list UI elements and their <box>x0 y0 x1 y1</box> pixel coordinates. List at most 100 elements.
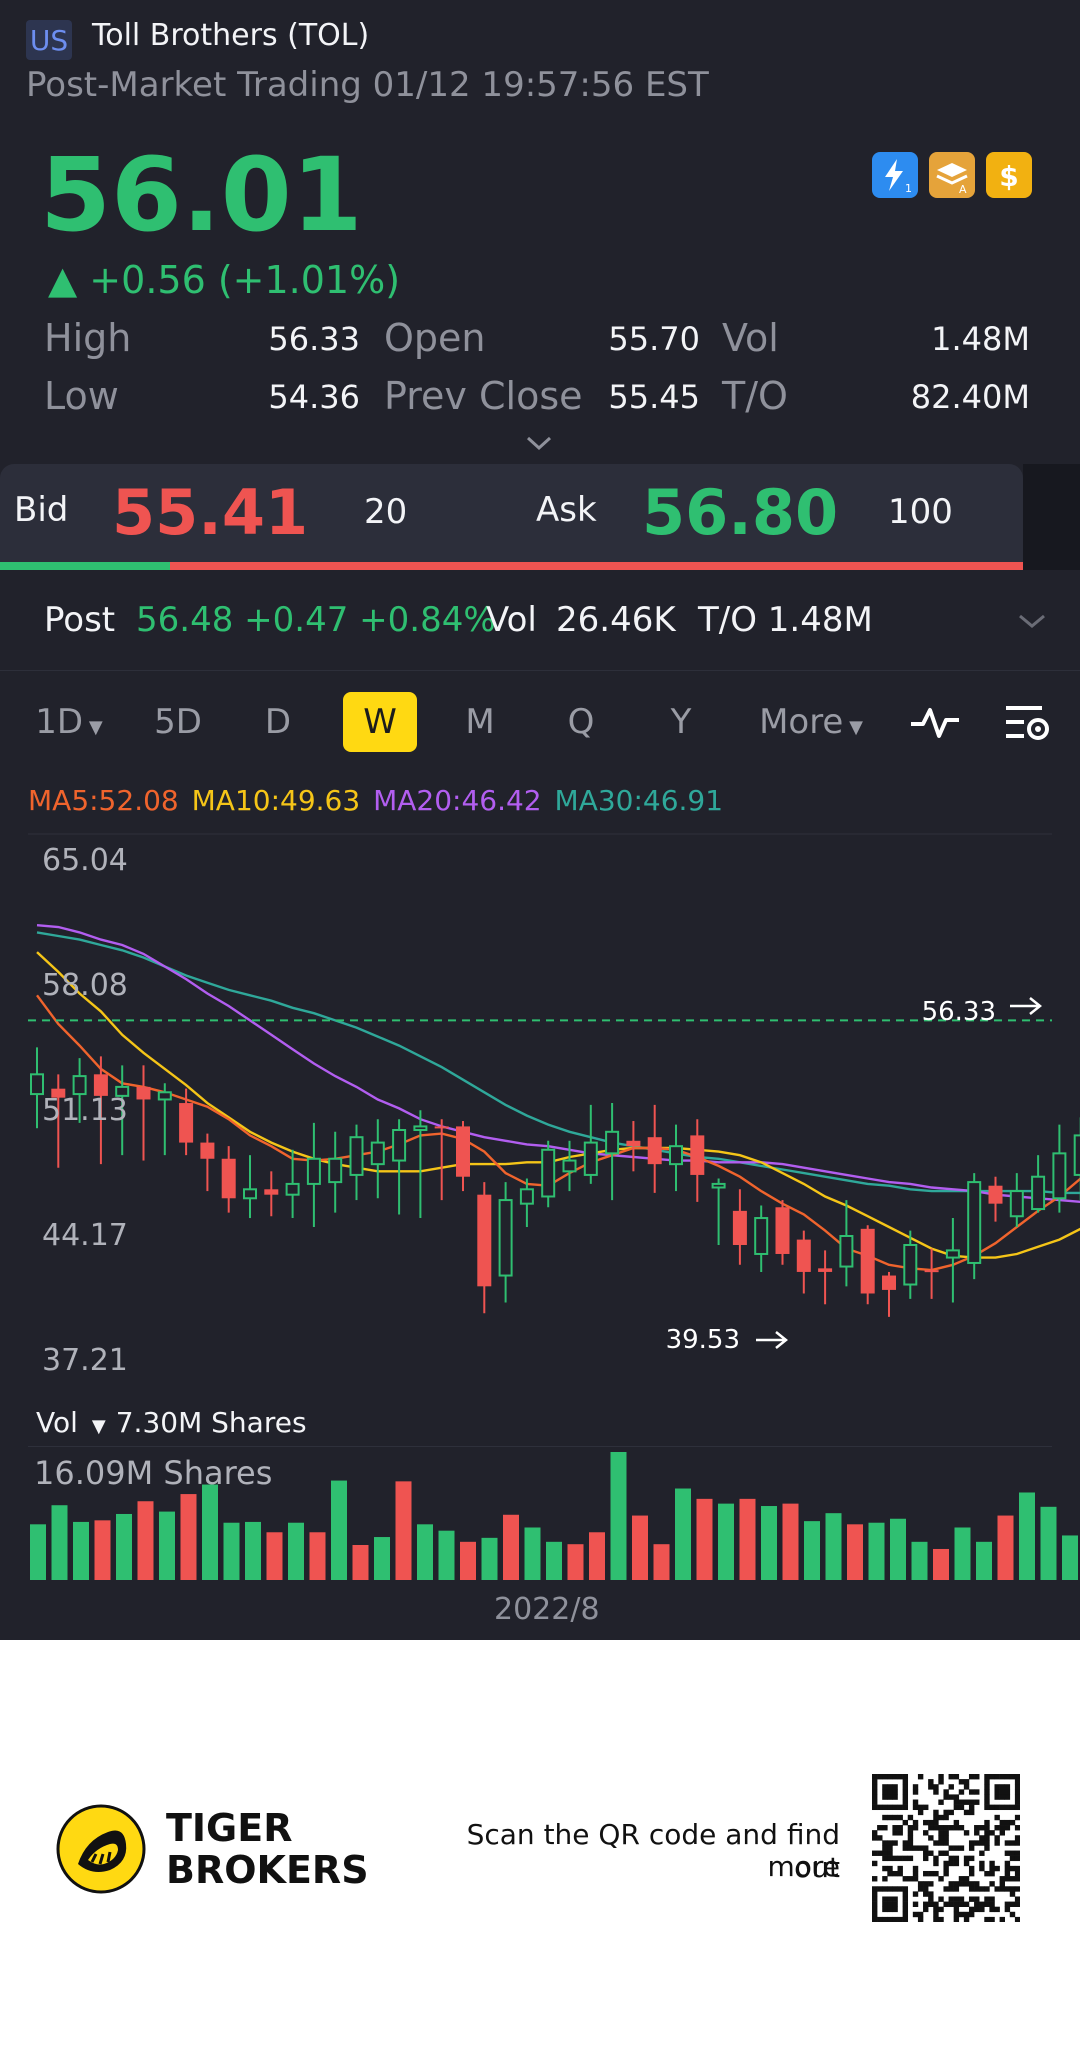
ma20-label: MA20:46.42 <box>373 784 542 817</box>
ask-price: 56.80 <box>642 476 839 549</box>
candle-body <box>243 1188 257 1200</box>
dollar-icon[interactable]: $ <box>986 152 1032 198</box>
price-chart[interactable]: 65.04 58.08 51.13 44.17 37.21 56.33 39.5… <box>0 830 1080 1390</box>
stat-prevclose-value: 55.45 <box>608 378 700 416</box>
candle-body <box>860 1228 875 1294</box>
high-marker-label: 56.33 <box>922 997 996 1027</box>
expand-stats-chevron-icon[interactable] <box>524 432 554 458</box>
lightning-level1-icon[interactable]: 1 <box>872 152 918 198</box>
stat-low-label: Low <box>44 374 119 418</box>
volume-bar <box>352 1544 369 1580</box>
candle-body <box>93 1074 108 1096</box>
volume-bar <box>460 1541 476 1580</box>
volume-chart[interactable]: 16.09M Shares <box>0 1448 1080 1584</box>
tab-m[interactable]: M <box>465 702 495 742</box>
scan-text-line1: Scan the QR code and find out <box>466 1818 840 1884</box>
candle-body <box>818 1268 833 1272</box>
volume-bar <box>911 1541 928 1580</box>
y-tick-label: 51.13 <box>42 1093 128 1128</box>
y-tick-label: 37.21 <box>42 1343 128 1378</box>
chart-settings-icon[interactable] <box>1002 700 1052 750</box>
candle-body <box>988 1185 1003 1204</box>
candle-body <box>370 1141 385 1166</box>
bid-ask-side-strip <box>1023 464 1080 570</box>
volume-bar <box>159 1511 175 1580</box>
volume-bar <box>245 1521 261 1580</box>
qr-code-icon <box>872 1774 1020 1922</box>
volume-bar <box>847 1524 863 1580</box>
candle-body <box>711 1182 726 1189</box>
candle-body <box>903 1243 918 1286</box>
candle-body <box>967 1181 982 1264</box>
candle-body <box>647 1137 662 1165</box>
volume-bar <box>202 1484 218 1580</box>
candle-body <box>1009 1190 1024 1218</box>
candle-body <box>115 1085 130 1097</box>
volume-bar <box>1062 1535 1078 1580</box>
candle-body <box>924 1270 939 1273</box>
candle-body <box>306 1157 321 1185</box>
quote-screen: US Toll Brothers (TOL) Post-Market Tradi… <box>0 0 1080 1640</box>
tab-d[interactable]: D <box>264 702 292 742</box>
tiger-logo <box>56 1804 146 1898</box>
volume-bar <box>1019 1492 1035 1580</box>
volume-max-label: 16.09M Shares <box>34 1454 272 1492</box>
volume-bar <box>1040 1506 1057 1580</box>
candle-body <box>264 1189 279 1195</box>
volume-bar <box>331 1480 347 1580</box>
volume-bar <box>761 1506 777 1580</box>
post-expand-chevron-icon[interactable] <box>1016 610 1048 636</box>
volume-bar <box>868 1522 885 1580</box>
tab-y[interactable]: Y <box>670 702 692 742</box>
candle-body <box>519 1188 534 1205</box>
svg-text:1: 1 <box>905 182 912 195</box>
volume-bar <box>288 1522 304 1580</box>
candle-body <box>583 1141 598 1176</box>
candle-body <box>1073 1134 1080 1176</box>
stock-title: Toll Brothers (TOL) <box>92 18 370 53</box>
stat-vol-label: Vol <box>722 316 779 360</box>
low-marker-arrow-icon <box>756 1331 789 1349</box>
candle-body <box>157 1091 172 1101</box>
high-marker-arrow-icon <box>1010 997 1043 1015</box>
candle-body <box>562 1159 577 1173</box>
volume-bar <box>632 1515 648 1580</box>
volume-bar <box>718 1503 734 1580</box>
post-label: Post <box>44 600 116 640</box>
tab-w[interactable]: W <box>343 692 417 752</box>
volume-bar <box>417 1524 433 1580</box>
last-price: 56.01 <box>40 136 363 255</box>
volume-bar <box>395 1481 412 1580</box>
candle-body <box>200 1142 215 1159</box>
bid-label: Bid <box>14 490 69 530</box>
stat-high-label: High <box>44 316 132 360</box>
tab-q[interactable]: Q <box>567 702 595 742</box>
volume-indicator-selector[interactable]: Vol ▼ 7.30M Shares <box>36 1406 307 1439</box>
market-badge: US <box>26 20 72 60</box>
tab-more[interactable]: More ▼ <box>759 702 863 742</box>
candle-body <box>775 1207 790 1254</box>
tab-5d[interactable]: 5D <box>154 702 202 742</box>
tab-1d[interactable]: 1D ▼ <box>35 702 103 742</box>
candle-body <box>51 1088 66 1098</box>
x-axis-date-label: 2022/8 <box>494 1592 600 1627</box>
layers-a-icon[interactable]: A <box>929 152 975 198</box>
post-market-row[interactable] <box>0 574 1080 671</box>
volume-bar <box>503 1514 519 1580</box>
volume-bar <box>180 1494 197 1580</box>
brand-name-line1: TIGER <box>166 1806 293 1850</box>
indicator-wave-icon[interactable] <box>908 700 962 748</box>
volume-bar <box>137 1501 154 1580</box>
candle-body <box>1031 1175 1046 1211</box>
ma5-label: MA5:52.08 <box>28 784 179 817</box>
stat-to-value: 82.40M <box>910 378 1030 416</box>
bid-ask-panel <box>0 464 1023 570</box>
stat-high-value: 56.33 <box>268 320 360 358</box>
post-vol-value: 26.46K <box>556 600 676 640</box>
post-turnover: T/O 1.48M <box>698 600 873 640</box>
ask-label: Ask <box>536 490 597 530</box>
volume-bar <box>890 1518 906 1580</box>
volume-bar <box>675 1488 691 1580</box>
volume-bar <box>610 1452 627 1580</box>
volume-current-value: 7.30M Shares <box>115 1406 307 1439</box>
